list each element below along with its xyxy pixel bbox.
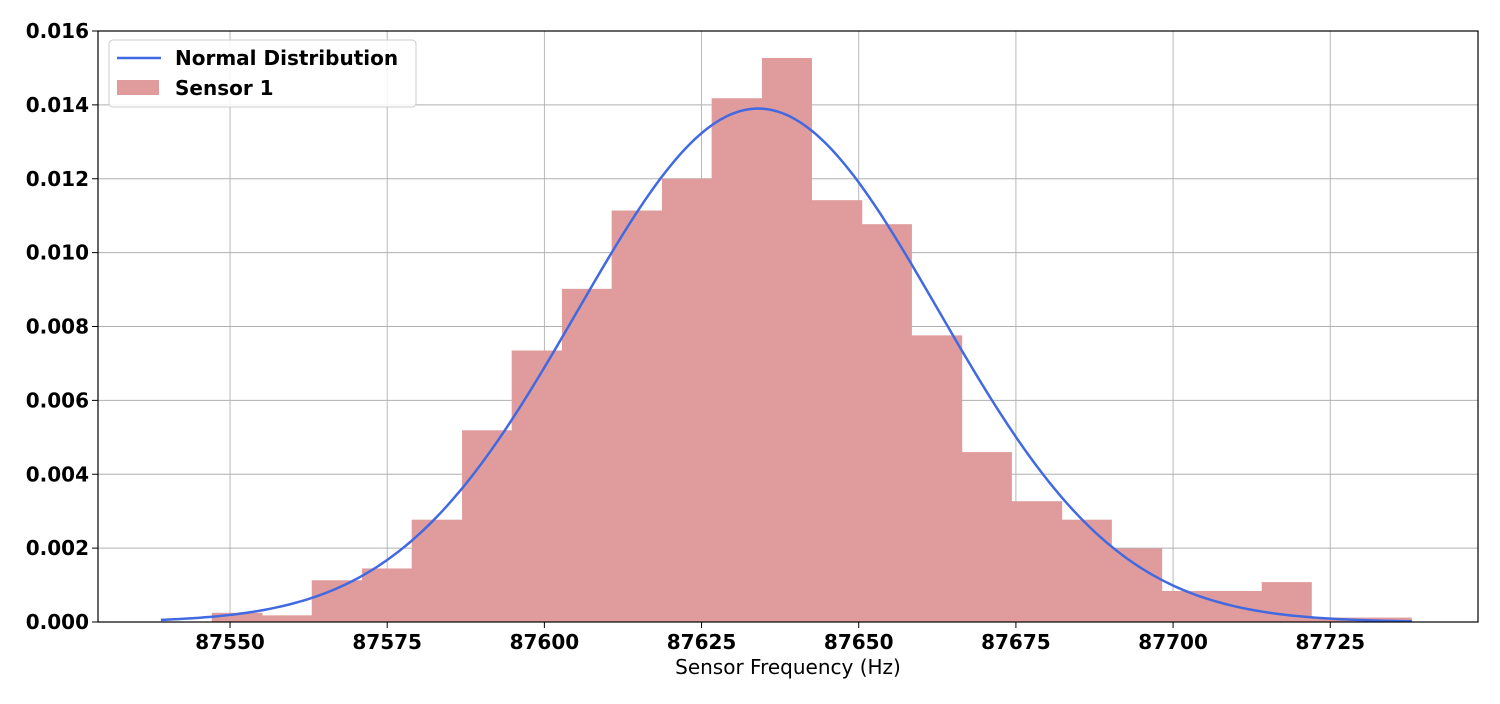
histogram-bars: [211, 57, 1412, 623]
x-axis-label: Sensor Frequency (Hz): [675, 655, 901, 679]
histogram-bar: [911, 335, 963, 622]
y-tick-label: 0.002: [26, 536, 89, 560]
y-tick-label: 0.008: [26, 315, 89, 339]
legend-bar-swatch: [117, 80, 159, 95]
x-tick-label: 87575: [352, 630, 422, 654]
histogram-bar: [1061, 519, 1112, 622]
histogram-bar: [262, 615, 313, 622]
histogram-bar: [611, 210, 663, 623]
histogram-bar: [462, 430, 513, 622]
x-axis-ticks: 87550 87575 87600 87625 87650 87675 87700 87725: [195, 622, 1365, 654]
y-tick-label: 0.016: [26, 19, 89, 43]
histogram-bar: [661, 178, 713, 622]
legend-label-sensor: Sensor 1: [175, 76, 274, 100]
legend-label-normal: Normal Distribution: [175, 46, 398, 70]
histogram-bar: [811, 200, 863, 622]
y-tick-label: 0.014: [26, 93, 89, 117]
histogram-bar: [1161, 590, 1212, 622]
y-tick-label: 0.006: [26, 388, 89, 412]
y-axis-ticks: 0.000 0.002 0.004 0.006 0.008 0.010 0.012 0.014…: [26, 19, 98, 634]
histogram-bar: [761, 57, 812, 623]
x-tick-label: 87725: [1295, 630, 1365, 654]
histogram-bar: [311, 580, 363, 622]
y-tick-label: 0.010: [26, 241, 89, 265]
x-tick-label: 87650: [824, 630, 894, 654]
x-tick-label: 87550: [195, 630, 265, 654]
histogram-bar: [861, 224, 912, 623]
x-tick-label: 87600: [510, 630, 580, 654]
histogram-bar: [362, 568, 413, 622]
histogram-bar: [511, 350, 563, 622]
x-tick-label: 87700: [1138, 630, 1208, 654]
histogram-bar: [411, 519, 463, 622]
histogram-bar: [961, 452, 1012, 622]
x-tick-label: 87625: [667, 630, 737, 654]
legend: Normal Distribution Sensor 1: [108, 39, 417, 108]
histogram-bar: [561, 288, 613, 622]
normal-curve: [160, 107, 1413, 623]
y-tick-label: 0.012: [26, 167, 89, 191]
x-tick-label: 87675: [981, 630, 1051, 654]
histogram-bar: [1011, 501, 1063, 622]
histogram-bar: [1111, 548, 1163, 622]
y-tick-label: 0.000: [26, 610, 89, 634]
histogram-bar: [711, 98, 763, 622]
histogram-bar: [211, 612, 263, 622]
normal-distribution-line: [160, 107, 1413, 623]
y-tick-label: 0.004: [26, 462, 89, 486]
legend-box: [108, 39, 417, 108]
